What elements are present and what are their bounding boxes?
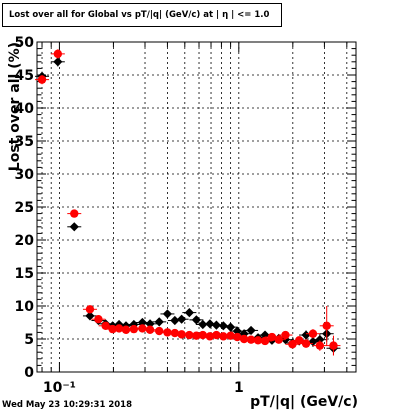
data-point [177,314,187,324]
data-point [329,341,338,350]
data-point [185,330,194,340]
data-point [198,330,208,340]
data-point [85,305,95,314]
data-point [138,324,147,333]
data-point [315,341,325,350]
data-point [129,324,139,334]
data-point [137,317,147,328]
data-point [163,328,172,337]
data-point [101,321,110,330]
data-point [205,319,215,329]
y-tick-label: 15 [15,266,34,282]
data-point [218,321,228,331]
axis-ticks [37,41,356,373]
data-point [53,49,63,59]
data-point [69,222,79,232]
y-tick-label: 0 [24,365,34,381]
x-axis-label: pT/|q| (GeV/c) [250,394,358,410]
data-point [246,335,256,344]
y-tick-label: 20 [15,233,35,249]
data-point [184,308,194,318]
data-point [170,328,180,338]
data-point [260,330,270,340]
data-point [162,309,173,319]
y-axis-label: Lost over all (%) [7,42,23,171]
y-tick-label: 45 [15,68,34,84]
data-point [37,75,47,84]
data-point [212,330,221,340]
data-point [322,321,331,330]
data-point [294,336,304,345]
series-red [35,49,341,356]
data-point [70,209,79,218]
data-point [145,325,155,334]
data-point [85,311,95,321]
y-tick-label: 35 [15,134,34,150]
tick-labels: 0 5 10 15 20 25 30 35 40 45 50 10⁻¹ 1 [15,35,244,396]
x-tick-label: 10⁻¹ [43,380,76,396]
data-point [301,330,311,340]
y-tick-label: 10 [15,299,35,315]
data-point [246,325,256,336]
data-point [121,325,131,334]
data-point [108,324,117,334]
y-tick-label: 30 [15,167,35,183]
y-tick-label: 40 [15,101,35,117]
data-point [198,319,208,330]
data-point [232,326,242,336]
data-point [274,335,283,344]
x-tick-label: 1 [234,380,244,396]
data-point [267,332,277,342]
data-point [239,329,249,339]
data-point [191,315,201,325]
data-point [53,57,63,67]
data-point [155,326,164,336]
timestamp: Wed May 23 10:29:31 2018 [2,400,133,410]
data-point [192,331,201,340]
chart-title: Lost over all for Global vs pT/|q| (GeV/… [2,3,282,27]
data-point [170,315,180,326]
data-point [239,334,249,344]
data-point [301,339,311,348]
data-point [253,336,263,345]
data-point [211,320,221,330]
data-point [281,330,290,340]
data-point [219,332,228,341]
data-point [177,330,186,339]
data-point [94,315,103,324]
data-point [226,322,236,332]
data-point [226,331,235,340]
data-point [308,329,318,338]
data-point [114,324,124,333]
y-tick-label: 25 [15,200,34,216]
data-point [288,340,297,349]
y-tick-label: 50 [15,35,35,51]
data-point [154,317,164,327]
y-tick-label: 5 [24,332,34,348]
data-point [205,332,215,341]
data-point [315,335,325,345]
data-point [260,336,270,346]
